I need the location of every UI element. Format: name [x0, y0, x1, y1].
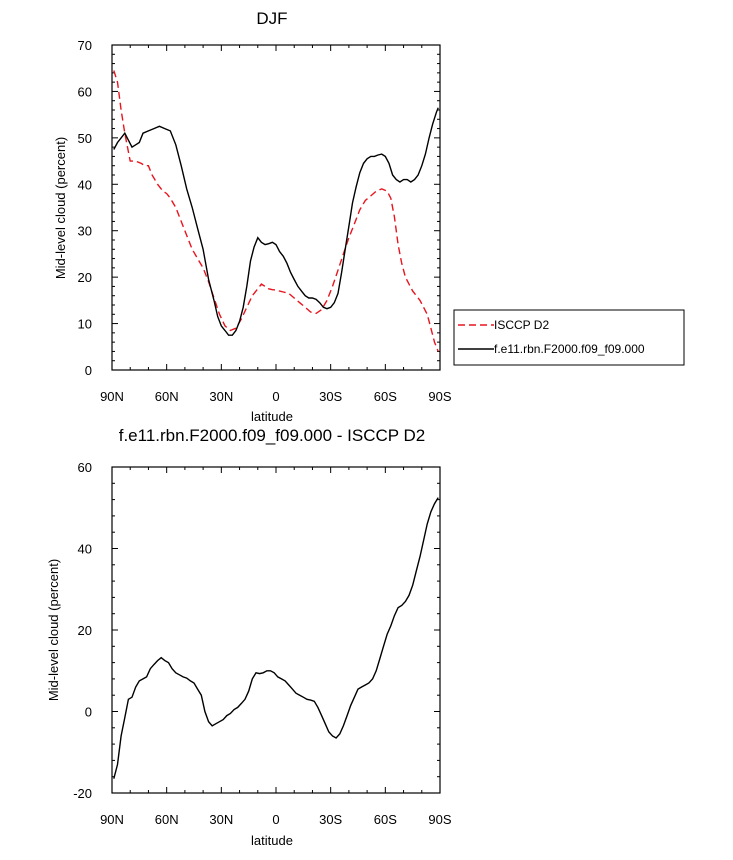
legend-label-f-e11-model: f.e11.rbn.F2000.f09_f09.000 — [494, 342, 645, 356]
y-tick-label-10: 10 — [78, 317, 92, 332]
y-tick-label-70: 70 — [78, 38, 92, 53]
y-tick-label-60: 60 — [78, 460, 92, 475]
top-chart-title: DJF — [256, 9, 287, 28]
x-tick-label-0: 0 — [272, 812, 279, 827]
x-tick-label-60n: 60N — [155, 812, 179, 827]
x-tick-label-30n: 30N — [209, 389, 233, 404]
x-tick-label-90s: 90S — [428, 812, 451, 827]
y-tick-label-20: 20 — [78, 623, 92, 638]
bottom-chart-x-tick-labels: 90N 60N 30N 0 30S 60S 90S — [100, 812, 452, 827]
bottom-chart-series — [113, 497, 439, 779]
bottom-chart-x-axis-label: latitude — [251, 833, 293, 848]
top-chart-ticks — [111, 44, 441, 371]
top-chart-panel: DJF 90N 60N 30N 0 30S 60S 90S 010203040506070 … — [53, 9, 685, 424]
bottom-chart-ticks — [111, 466, 441, 794]
top-chart-legend: ISCCP D2 f.e11.rbn.F2000.f09_f09.000 — [453, 309, 685, 366]
x-tick-label-90s: 90S — [428, 389, 451, 404]
x-tick-label-60s: 60S — [374, 389, 397, 404]
y-tick-label-20: -20 — [73, 786, 92, 801]
series-line-difference — [113, 497, 439, 779]
bottom-chart-title: f.e11.rbn.F2000.f09_f09.000 - ISCCP D2 — [119, 426, 426, 445]
top-chart-x-axis-label: latitude — [251, 409, 293, 424]
top-chart-series — [113, 70, 439, 352]
top-chart-y-tick-labels: 0 10 20 30 40 50 60 70 — [78, 38, 92, 378]
series-line-isccp-d2 — [113, 70, 439, 352]
legend-label-isccp-d2: ISCCP D2 — [494, 318, 549, 332]
y-tick-label-0: 0 — [85, 363, 92, 378]
y-tick-label-20: 20 — [78, 270, 92, 285]
y-tick-label-50: 50 — [78, 131, 92, 146]
x-tick-label-60n: 60N — [155, 389, 179, 404]
x-tick-label-30n: 30N — [209, 812, 233, 827]
bottom-chart-y-axis-label: Mid-level cloud (percent) — [46, 559, 61, 701]
bottom-chart-y-tick-labels: -20 0 20 40 60 — [73, 460, 92, 801]
x-tick-label-30s: 30S — [319, 812, 342, 827]
y-tick-label-60: 60 — [78, 84, 92, 99]
y-tick-label-0: 0 — [85, 705, 92, 720]
top-chart-plot-frame — [111, 44, 441, 371]
y-tick-label-30: 30 — [78, 224, 92, 239]
x-tick-label-0: 0 — [272, 389, 279, 404]
bottom-chart-panel: f.e11.rbn.F2000.f09_f09.000 - ISCCP D2 9… — [46, 426, 452, 848]
x-tick-label-90n: 90N — [100, 812, 124, 827]
legend-box — [453, 309, 685, 366]
y-tick-label-40: 40 — [78, 542, 92, 557]
x-tick-label-90n: 90N — [100, 389, 124, 404]
y-tick-label-40: 40 — [78, 177, 92, 192]
bottom-chart-plot-frame — [111, 466, 441, 794]
x-tick-label-60s: 60S — [374, 812, 397, 827]
series-line-f-e11-model — [113, 107, 439, 336]
x-tick-label-30s: 30S — [319, 389, 342, 404]
top-chart-x-tick-labels: 90N 60N 30N 0 30S 60S 90S — [100, 389, 452, 404]
top-chart-y-axis-label: Mid-level cloud (percent) — [53, 137, 68, 279]
